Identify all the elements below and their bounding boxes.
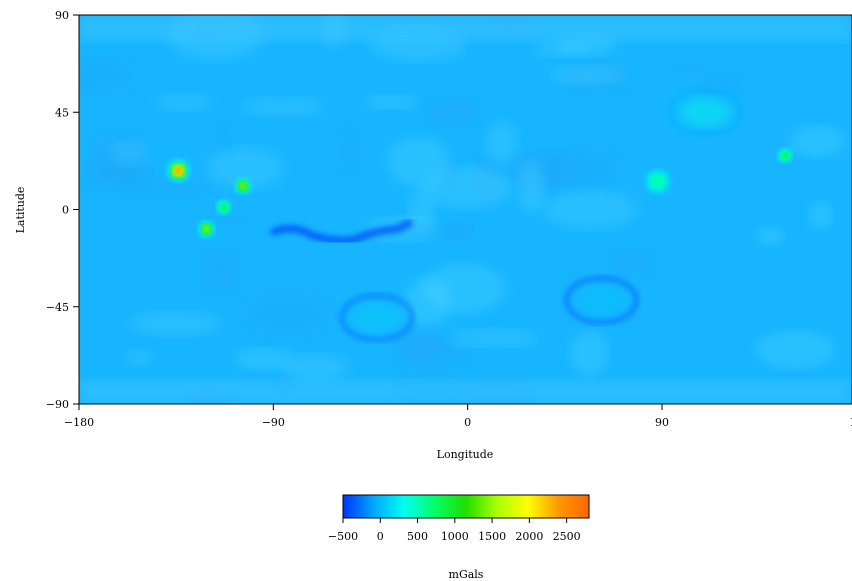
gravity-features [167,87,793,343]
texture-blob [366,95,418,109]
gravity-feature [339,293,415,343]
texture-blob [90,132,148,185]
texture-blob [789,125,845,158]
y-axis-ticks: 90 45 0 −45 −90 [46,9,79,411]
basin-center [350,302,403,333]
texture-blob [125,350,152,366]
feature-ring [782,152,788,158]
texture-blob [281,354,350,382]
gravity-feature [667,87,743,137]
x-tick-label: 0 [464,416,471,429]
texture-blob [570,330,609,376]
feature-ring [203,226,209,232]
texture-blob [156,94,213,110]
gravity-feature [269,218,414,244]
colorbar-ticks: −500 0 500 1000 1500 2000 2500 [328,518,581,543]
feature-ring [175,168,181,174]
colorbar-tick-label: 2500 [553,530,581,543]
colorbar: −500 0 500 1000 1500 2000 2500 mGals [328,494,590,581]
x-tick-label: −90 [262,416,285,429]
y-tick-label: −45 [46,301,69,314]
colorbar-label: mGals [449,568,484,581]
texture-blob [201,249,241,292]
texture-blob [234,348,293,370]
y-tick-label: 45 [55,106,69,119]
texture-blob [612,250,654,277]
gravity-feature [235,177,252,194]
colorbar-tick-label: −500 [328,530,358,543]
basin-ring [339,293,415,343]
texture-blob [755,330,836,369]
texture-blob [551,65,626,85]
map-background [79,15,852,404]
texture-blob [243,287,333,339]
colorbar-gradient [342,494,590,519]
feature-ring [221,204,227,210]
texture-blob [79,55,137,96]
texture-blob [544,189,637,229]
texture-blob [207,147,283,189]
south-polar-band [79,380,852,404]
basin-ring [564,275,640,325]
feature-ring [649,173,666,190]
y-tick-label: 90 [55,9,69,22]
y-tick-label: −90 [46,398,69,411]
x-axis-ticks: −180 −90 0 90 18 [64,404,852,429]
trough-line [269,218,414,244]
gravity-feature [216,200,231,215]
texture-blob [809,201,833,229]
texture-blob [337,126,365,176]
basin-center [679,97,732,128]
texture-blob [422,264,506,313]
texture-blob [211,213,257,227]
basin-center [575,285,628,316]
texture-blob [398,338,466,370]
texture-blob [756,226,784,246]
x-tick-label: 90 [655,416,669,429]
y-tick-label: 0 [62,204,69,217]
gravity-feature [645,169,670,194]
texture-blob [485,122,519,165]
texture-blob [421,167,513,209]
texture-blob [211,115,235,152]
x-tick-label: −180 [64,416,94,429]
texture-blob [543,145,624,189]
gravity-feature [564,275,640,325]
texture-blob [243,98,323,116]
north-polar-band [79,15,852,41]
texture-blob [535,40,588,57]
colorbar-tick-label: 500 [407,530,428,543]
texture-blob [518,160,546,213]
texture-blob [673,62,707,75]
basin-ring [667,87,743,137]
colorbar-tick-label: 1000 [441,530,469,543]
texture-blob [427,96,480,129]
texture-blob [129,312,222,335]
feature-ring [240,183,246,189]
colorbar-tick-label: 1500 [478,530,506,543]
x-tick-label: 18 [849,416,852,429]
gravity-feature [167,159,190,182]
colorbar-tick-label: 2000 [515,530,543,543]
gravity-feature [198,220,215,237]
texture-blob [450,329,538,348]
map-plot-area [78,14,852,405]
x-axis-label: Longitude [437,448,494,461]
gravity-texture [79,15,852,404]
colorbar-tick-label: 0 [377,530,384,543]
gravity-feature [778,148,793,163]
y-axis-label: Latitude [14,187,27,234]
